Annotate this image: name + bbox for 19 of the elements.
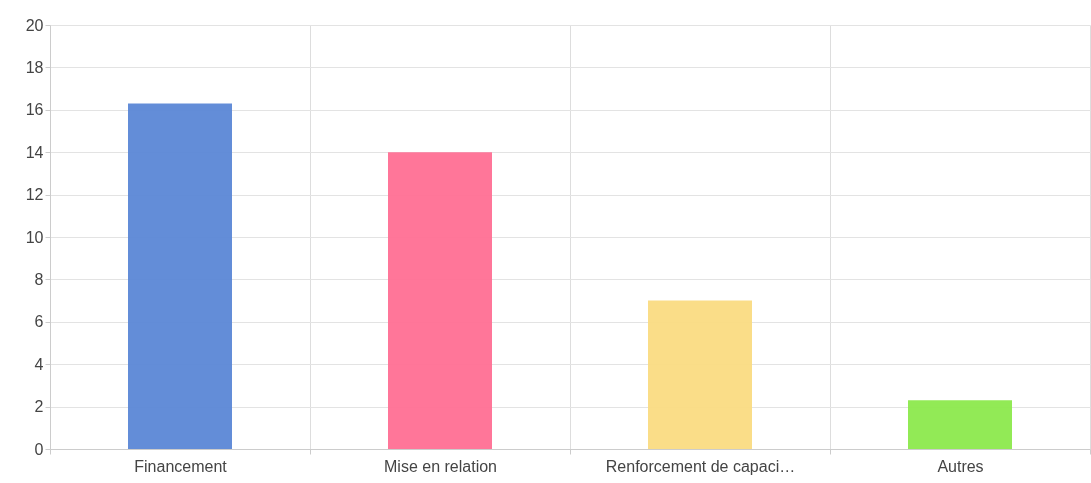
y-tick-label: 12 <box>25 186 44 204</box>
y-tick-label: 18 <box>25 58 44 76</box>
x-tick-label: Mise en relation <box>384 457 497 475</box>
y-tick-label: 0 <box>34 440 44 458</box>
bar <box>128 103 232 449</box>
y-tick-label: 2 <box>34 398 44 416</box>
x-tick-label: Financement <box>134 457 228 475</box>
y-tick-label: 8 <box>34 270 44 288</box>
x-tick-label: Renforcement de capaci… <box>605 457 796 475</box>
bar <box>648 300 752 449</box>
y-tick-label: 10 <box>25 228 44 246</box>
y-tick-label: 4 <box>34 355 44 373</box>
y-tick-label: 20 <box>25 16 44 34</box>
y-tick-label: 6 <box>34 313 44 331</box>
bar <box>388 152 492 449</box>
y-tick-label: 14 <box>25 143 44 161</box>
bar <box>908 400 1012 449</box>
y-tick-label: 16 <box>25 101 44 119</box>
x-tick-label: Autres <box>937 457 984 475</box>
